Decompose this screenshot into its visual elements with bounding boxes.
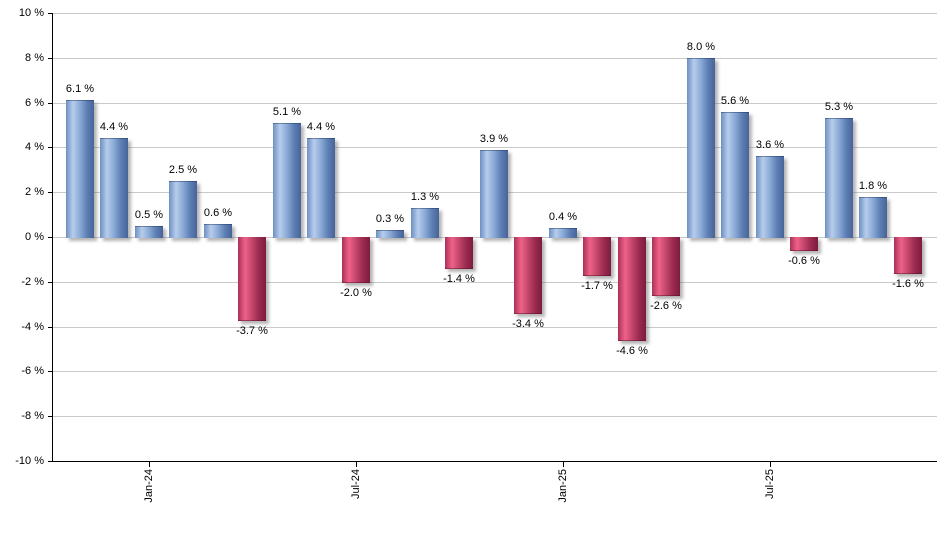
y-axis-label: 0 % [25,231,44,243]
gridline [52,13,937,14]
bar-positive [307,138,335,238]
bar-negative [790,237,818,251]
bar-value-label: 5.3 % [824,101,854,113]
bar-value-label: -1.7 % [581,280,613,292]
bar-positive [169,181,197,238]
bar-negative [514,237,542,314]
y-axis-label: 8 % [25,52,44,64]
bar-positive [549,228,577,238]
bar-negative [618,237,646,341]
bar-value-label: 1.8 % [858,180,888,192]
y-axis-label: -2 % [21,276,44,288]
y-axis-tick [48,237,52,238]
y-axis-tick [48,13,52,14]
bar-negative [445,237,473,269]
y-axis-tick [48,192,52,193]
bar-value-label: 1.3 % [410,191,440,203]
y-axis-label: 4 % [25,141,44,153]
bar-positive [825,118,853,238]
y-axis-label: -4 % [21,321,44,333]
bar-positive [721,112,749,238]
y-axis-label: -10 % [15,455,44,467]
y-axis-tick [48,147,52,148]
bar-value-label: -1.4 % [443,273,475,285]
bar-value-label: 5.6 % [720,95,750,107]
bar-positive [273,123,301,238]
bar-value-label: 5.1 % [272,106,302,118]
x-axis-label: Jan-25 [557,469,569,503]
y-axis-tick [48,103,52,104]
bar-value-label: -1.6 % [892,278,924,290]
bar-value-label: 8.0 % [686,41,716,53]
x-axis-tick [149,462,150,467]
gridline [52,58,937,59]
y-axis-label: -6 % [21,365,44,377]
bar-positive [135,226,163,238]
bar-value-label: -2.0 % [340,287,372,299]
bar-positive [100,138,128,238]
y-axis-label: -8 % [21,410,44,422]
y-axis-line [52,13,53,462]
bar-positive [480,150,508,238]
y-axis-label: 6 % [25,97,44,109]
bar-value-label: 0.5 % [134,209,164,221]
y-axis-tick [48,327,52,328]
bar-value-label: -4.6 % [616,345,648,357]
bar-value-label: -3.4 % [512,318,544,330]
bar-positive [204,224,232,238]
bar-value-label: 6.1 % [65,83,95,95]
bar-positive [687,58,715,238]
bar-value-label: -3.7 % [236,325,268,337]
x-axis-label: Jul-24 [350,469,362,499]
y-axis-tick [48,416,52,417]
gridline [52,327,937,328]
bar-positive [411,208,439,238]
x-axis-line [52,461,937,462]
y-axis-tick [48,58,52,59]
x-axis-tick [356,462,357,467]
gridline [52,282,937,283]
bar-value-label: 2.5 % [168,164,198,176]
y-axis-tick [48,371,52,372]
y-axis-label: 10 % [18,7,44,19]
x-axis-tick [770,462,771,467]
bar-negative [652,237,680,296]
gridline [52,103,937,104]
bar-negative [238,237,266,321]
y-axis-tick [48,282,52,283]
bar-value-label: 0.6 % [203,207,233,219]
bar-negative [342,237,370,283]
bar-value-label: 4.4 % [99,121,129,133]
bar-value-label: -0.6 % [788,255,820,267]
x-axis-label: Jul-25 [764,469,776,499]
y-axis-tick [48,461,52,462]
bar-negative [583,237,611,276]
bar-positive [756,156,784,238]
bar-value-label: 3.9 % [479,133,509,145]
bar-value-label: 4.4 % [306,121,336,133]
bar-negative [894,237,922,274]
bar-value-label: 0.3 % [375,213,405,225]
bar-positive [66,100,94,238]
x-axis-label: Jan-24 [143,469,155,503]
y-axis-label: 2 % [25,186,44,198]
bar-positive [376,230,404,238]
bar-value-label: -2.6 % [650,300,682,312]
gridline [52,371,937,372]
x-axis-tick [563,462,564,467]
bar-positive [859,197,887,238]
gridline [52,416,937,417]
bar-value-label: 3.6 % [755,139,785,151]
bar-value-label: 0.4 % [548,211,578,223]
gridline [52,147,937,148]
